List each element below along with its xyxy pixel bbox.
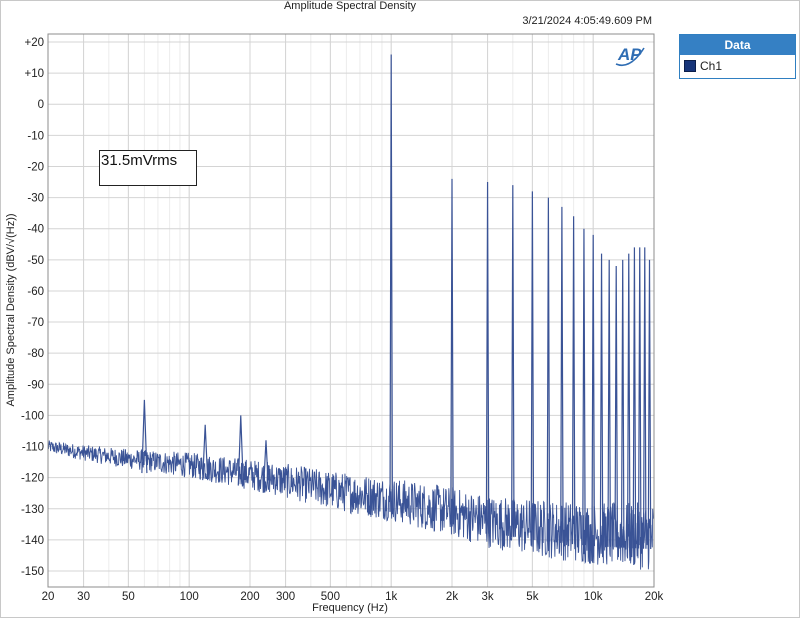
y-tick-label: -130 [21,504,44,516]
legend: Data Ch1 [679,34,796,79]
peak-mark [637,247,642,549]
peak-mark [450,178,454,525]
y-tick-label: -20 [27,161,44,173]
y-tick-label: -110 [22,442,44,454]
legend-label: Ch1 [700,59,723,73]
x-tick-label: 30 [77,591,90,603]
y-tick-label: -150 [21,566,44,578]
y-tick-label: -40 [27,224,44,236]
peak-mark [237,415,244,486]
x-tick-label: 50 [122,591,135,603]
ap-logo: AP [615,45,645,67]
x-tick-label: 300 [276,591,295,603]
x-tick-label: 1k [385,591,397,603]
y-tick-labels: +20 +10 0 -10 -20 -30 -40 -50 -60 -70 -80 -90 -100 -1… [21,37,44,578]
x-tick-label: 10k [584,591,603,603]
peak-mark [262,440,270,490]
peak-mark [607,259,611,547]
chart-title: Amplitude Spectral Density [283,0,417,12]
y-tick-label: -100 [21,410,44,422]
peak-mark [546,197,551,542]
y-tick-label: -10 [27,130,44,142]
peak-mark [632,247,637,549]
x-tick-label: 500 [321,591,340,603]
peak-mark [614,266,619,548]
peak-mark [560,206,564,543]
peak-mark [591,234,595,547]
y-tick-label: 0 [38,99,44,111]
x-tick-label: 3k [481,591,493,603]
peak-mark [530,191,535,540]
x-tick-label: 20k [645,591,664,603]
plot-border [47,33,655,588]
y-tick-label: +20 [24,37,44,49]
peak-mark [626,253,631,548]
peak-mark [599,253,604,547]
y-tick-label: +10 [24,68,44,80]
y-tick-label: -140 [21,535,44,547]
legend-item-ch1[interactable]: Ch1 [680,55,795,73]
peak-mark [141,399,148,474]
x-tick-label: 200 [240,591,259,603]
y-tick-label: -50 [27,255,44,267]
peak-mark [582,228,586,546]
timestamp: 3/21/2024 4:05:49.609 PM [522,15,652,27]
annotation-box: 31.5mVrms [99,150,197,186]
peak-mark [571,216,576,545]
x-tick-label: 20 [42,591,55,603]
y-tick-label: -90 [27,379,44,391]
x-axis-label: Frequency (Hz) [312,602,388,614]
peak-mark [485,182,490,534]
legend-header: Data [680,35,795,55]
y-tick-label: -80 [27,348,44,360]
peak-mark [647,259,652,549]
peak-mark [389,54,393,512]
harmonic-peaks [141,54,652,549]
peak-mark [511,185,515,538]
y-tick-label: -120 [21,473,44,485]
y-tick-label: -30 [27,193,44,205]
series-line-ch1 [47,440,655,570]
x-tick-labels: 20 30 50 100 200 300 500 1k 2k 3k 5k 10k 20k [42,591,664,603]
peak-mark [620,259,625,548]
peak-mark [202,424,209,481]
y-tick-label: -60 [27,286,44,298]
y-tick-label: -70 [27,317,44,329]
x-tick-label: 100 [180,591,199,603]
legend-swatch [684,60,696,72]
x-tick-label: 5k [526,591,538,603]
y-axis-label: Amplitude Spectral Density (dBV/√(Hz)) [5,213,17,406]
x-tick-label: 2k [446,591,458,603]
peak-mark [642,247,647,549]
